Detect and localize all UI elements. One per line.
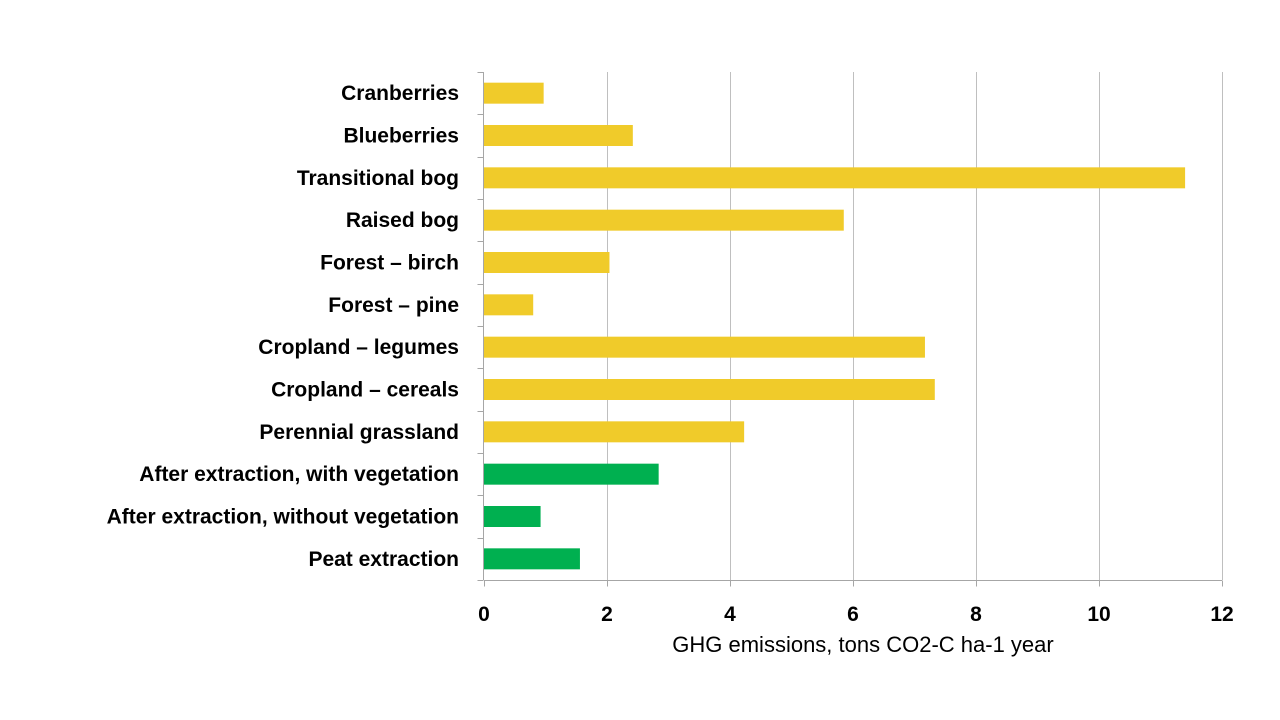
category-label: Peat extraction	[308, 548, 459, 571]
bar-8	[484, 379, 935, 400]
x-tick-label: 0	[478, 603, 490, 626]
x-axis-title: GHG emissions, tons CO2-C ha-1 year	[672, 632, 1053, 657]
bar-3	[484, 167, 1186, 189]
bars	[484, 82, 1186, 570]
category-label: Cropland – cereals	[271, 379, 459, 402]
category-label: After extraction, with vegetation	[139, 463, 459, 486]
category-label: Transitional bog	[297, 167, 459, 190]
bar-5	[484, 252, 610, 273]
bar-12	[484, 548, 580, 570]
category-label: Forest – birch	[320, 252, 459, 275]
category-label: Cranberries	[341, 82, 459, 105]
category-label: Forest – pine	[328, 294, 459, 317]
x-tick-label: 10	[1087, 603, 1110, 626]
x-tick-label: 2	[601, 603, 613, 626]
category-label: After extraction, without vegetation	[107, 506, 459, 529]
bar-7	[484, 336, 925, 358]
bar-6	[484, 294, 534, 316]
category-labels: Cranberries Blueberries Transitional bog Ra…	[107, 82, 459, 571]
x-tick-labels: 0 2 4 6 8 10 12	[478, 603, 1234, 626]
axes	[477, 72, 1223, 587]
x-tick-label: 4	[724, 603, 736, 626]
x-tick-label: 8	[970, 603, 982, 626]
bar-10	[484, 463, 659, 485]
x-tick-label: 12	[1210, 603, 1233, 626]
category-label: Perennial grassland	[259, 421, 459, 444]
bar-9	[484, 421, 745, 443]
category-label: Cropland – legumes	[258, 336, 459, 359]
x-tick-label: 6	[847, 603, 859, 626]
category-label: Raised bog	[346, 209, 459, 232]
category-label: Blueberries	[343, 125, 459, 148]
bar-1	[484, 82, 544, 104]
bar-11	[484, 506, 541, 527]
bar-4	[484, 209, 844, 231]
gridlines	[607, 72, 1223, 580]
bar-2	[484, 125, 633, 146]
